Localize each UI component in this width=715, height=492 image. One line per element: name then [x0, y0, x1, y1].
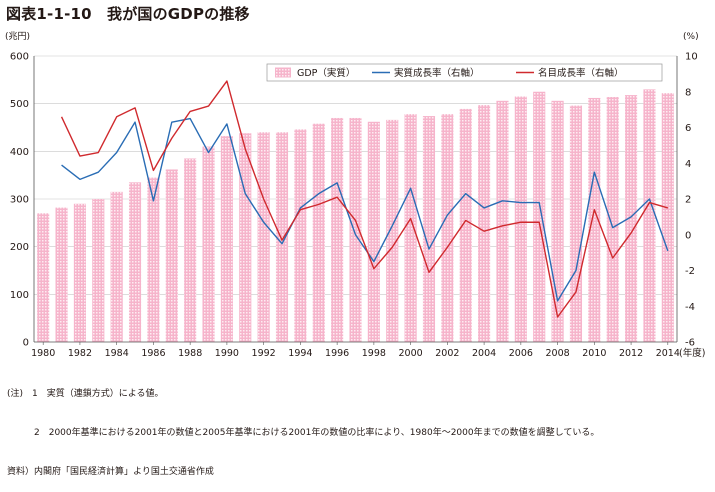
right-tick-label: 4	[685, 159, 691, 170]
gdp-bar	[496, 100, 509, 342]
gdp-bar	[312, 123, 325, 342]
gdp-bar	[184, 158, 197, 342]
x-tick-label: 1992	[252, 348, 276, 359]
x-axis-suffix: (年度)	[679, 347, 705, 359]
x-tick-label: 1982	[68, 348, 92, 359]
gdp-bar	[533, 91, 546, 342]
right-tick-label: -4	[685, 302, 695, 313]
axes: 0 100 200 300 400 500 600 -6 -4 -2 0 2 4 6 8 10 (兆円) (%) 1…	[5, 31, 705, 359]
gdp-bar	[202, 146, 215, 342]
gdp-bar	[92, 199, 105, 342]
left-tick-label: 600	[10, 52, 29, 63]
gdp-bar	[404, 114, 417, 342]
x-tick-label: 2006	[509, 348, 533, 359]
x-tick-label: 1990	[215, 348, 239, 359]
gdp-bar	[459, 108, 472, 342]
x-tick-label: 2008	[545, 348, 569, 359]
source-note: 資料）内閣府「国民経済計算」より国土交通省作成	[7, 467, 214, 477]
right-tick-label: 6	[685, 123, 691, 134]
gdp-bar	[422, 116, 436, 342]
gdp-bar	[275, 132, 289, 342]
gdp-bar	[643, 89, 656, 342]
gdp-bar	[110, 191, 123, 342]
gdp-bar	[239, 133, 252, 342]
x-tick-label: 1998	[362, 348, 386, 359]
note-2: 2 2000年基準における2001年の数値と2005年基準における2001年の数…	[7, 428, 600, 438]
gdp-bars	[37, 89, 674, 343]
x-tick-label: 2000	[399, 348, 423, 359]
legend: GDP（実質） 実質成長率（右軸） 名目成長率（右軸）	[266, 63, 663, 82]
legend-label: GDP（実質）	[297, 67, 355, 79]
growth-lines	[60, 80, 669, 318]
gdp-bar	[661, 93, 674, 343]
gdp-bar	[349, 117, 362, 342]
real-growth-line	[61, 117, 669, 302]
right-tick-label: 8	[685, 87, 691, 98]
x-tick-label: 2014	[656, 348, 680, 359]
left-tick-label: 200	[10, 242, 29, 253]
gdp-bar	[441, 114, 454, 342]
x-tick-label: 1986	[141, 348, 165, 359]
left-tick-label: 100	[10, 290, 29, 301]
legend-label: 名目成長率（右軸）	[538, 67, 624, 79]
note-1: (注) 1 実質（連鎖方式）による値。	[7, 389, 164, 399]
gdp-bar	[257, 132, 270, 342]
gdp-bar	[165, 169, 178, 342]
gdp-bar	[569, 105, 583, 342]
gdp-bar	[220, 136, 233, 342]
x-tick-label: 1984	[105, 348, 129, 359]
gdp-bar	[588, 97, 601, 343]
left-tick-label: 500	[10, 99, 29, 110]
gdp-bar	[55, 207, 68, 342]
gdp-bar	[606, 96, 619, 342]
gdp-bar	[386, 119, 399, 342]
figure-title: 図表1-1-10 我が国のGDPの推移	[6, 5, 250, 23]
left-tick-label: 300	[10, 195, 29, 206]
legend-label: 実質成長率（右軸）	[394, 67, 480, 79]
gdp-bar	[551, 100, 564, 342]
x-tick-label: 1988	[178, 348, 202, 359]
right-tick-label: -6	[685, 338, 695, 349]
gdp-bar	[625, 95, 638, 342]
x-tick-label: 1994	[288, 348, 312, 359]
right-tick-label: 0	[685, 230, 691, 241]
legend-box	[266, 63, 663, 82]
x-tick-label: 2012	[619, 348, 643, 359]
x-tick-label: 2010	[582, 348, 606, 359]
gdp-bar	[367, 121, 380, 342]
right-axis-unit: (%)	[683, 32, 699, 42]
x-tick-label: 2004	[472, 348, 496, 359]
x-tick-label: 1996	[325, 348, 349, 359]
figure-notes: (注) 1 実質（連鎖方式）による値。 2 2000年基準における2001年の数…	[7, 362, 599, 492]
left-axis-unit: (兆円)	[5, 31, 30, 42]
right-tick-label: 2	[685, 195, 691, 206]
gdp-bar	[37, 213, 50, 342]
x-tick-label: 2002	[435, 348, 459, 359]
gdp-bar	[514, 96, 527, 343]
gdp-bar	[294, 129, 307, 342]
gdp-bar	[478, 105, 491, 342]
gdp-chart: 0 100 200 300 400 500 600 -6 -4 -2 0 2 4 6 8 10 (兆円) (%) 1…	[5, 31, 705, 359]
left-tick-label: 400	[10, 147, 29, 158]
gdp-bar	[73, 203, 86, 342]
gdp-bar	[147, 177, 160, 342]
left-tick-label: 0	[23, 338, 29, 349]
gdp-bar	[331, 117, 344, 342]
nominal-growth-line	[60, 80, 669, 318]
right-tick-label: 10	[685, 52, 698, 63]
gdp-bar	[128, 182, 142, 342]
right-tick-label: -2	[685, 266, 695, 277]
x-tick-label: 1980	[31, 348, 55, 359]
legend-swatch-gdp	[275, 67, 291, 78]
